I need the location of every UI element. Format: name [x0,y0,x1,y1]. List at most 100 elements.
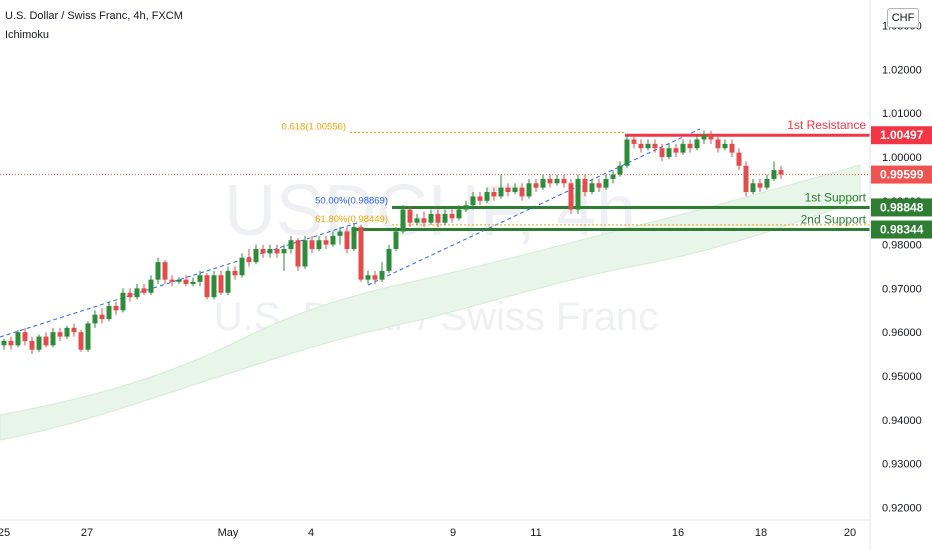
level-price-text: 0.98344 [880,223,924,237]
candle [155,257,161,285]
currency-button[interactable]: CHF [887,8,919,28]
time-tick-label: 25 [0,527,10,539]
candle [687,139,693,153]
time-tick-label: 4 [308,527,314,539]
candle [596,178,602,193]
candle [22,327,28,346]
candle [71,323,77,337]
candle [638,139,644,153]
candle [554,174,560,186]
candle [750,178,756,195]
time-axis[interactable]: 25 27 May 4 9 11 16 18 20 [0,527,856,539]
candle [680,139,686,155]
candle [176,277,182,285]
candle [589,178,595,195]
candle [722,139,728,151]
candle [365,270,371,285]
candle [99,308,105,324]
candle [477,192,483,206]
candle [281,244,287,271]
candle [274,244,280,258]
level-price-badge [871,126,932,145]
candle [288,235,294,254]
candle [246,248,252,267]
time-tick-label: 27 [81,527,93,539]
candle [407,207,413,228]
candle [64,325,70,339]
time-tick-label: 20 [844,527,856,539]
candle [379,262,385,282]
candle [218,270,224,295]
level-price-badge [871,198,932,217]
candle [526,178,532,199]
indicator-label[interactable]: Ichimoku [5,29,50,41]
candle [582,174,588,197]
candle [148,275,154,295]
time-tick-label: 9 [450,527,456,539]
candle [92,310,98,328]
candle [764,174,770,190]
candle [330,231,336,247]
time-tick-label: 11 [530,527,541,539]
price-tick-label: 1.00000 [882,152,922,164]
candle [232,266,238,280]
candle [358,224,364,282]
candle [127,288,133,302]
level-label: 2nd Support [801,213,867,227]
fib-level-label: 61.80%(0.98449) [315,214,388,225]
candle [729,139,735,157]
candle [85,321,91,352]
ichimoku-cloud [0,164,861,441]
candle [239,253,245,278]
candle [617,161,623,177]
candle [211,270,217,300]
candle [659,143,665,162]
candle [43,332,49,348]
candle [575,174,581,214]
candle [603,174,609,190]
price-tick-label: 0.94000 [882,415,922,427]
candle [302,235,308,269]
candle [708,130,714,144]
candle [414,213,420,225]
candle [449,209,455,223]
current-price-badge [871,165,932,184]
candle [533,178,539,193]
level-label: 1st Support [805,190,867,204]
price-tick-label: 0.97000 [882,283,922,295]
price-axis[interactable]: 1.030001.020001.010001.000000.990000.980… [882,21,922,515]
candle [498,174,504,199]
candle [260,244,266,258]
candle [141,284,147,295]
candle [701,130,707,144]
candle [645,139,651,151]
candle [519,183,525,201]
level-price-badge [871,220,932,239]
candle [337,227,343,245]
candle [435,209,441,228]
candle [456,205,462,221]
candle [78,330,84,352]
candle [120,288,126,313]
price-tick-label: 0.96000 [882,327,922,339]
candle [29,336,35,355]
candle [505,183,511,197]
candle [316,235,322,252]
price-tick-label: 0.93000 [882,459,922,471]
candle [386,244,392,274]
candle [484,187,490,203]
level-label: 1st Resistance [787,118,866,132]
candle [344,227,350,254]
candle [673,143,679,157]
candle [1,338,7,350]
price-tick-label: 0.98000 [882,240,922,252]
candle [57,327,63,341]
candle [421,211,427,228]
time-tick-label: May [218,527,239,539]
candle [8,336,14,350]
candle [183,275,189,287]
watermark-symbol: USDCHF, 4h [224,171,636,251]
candle [610,170,616,184]
candle [36,334,42,352]
